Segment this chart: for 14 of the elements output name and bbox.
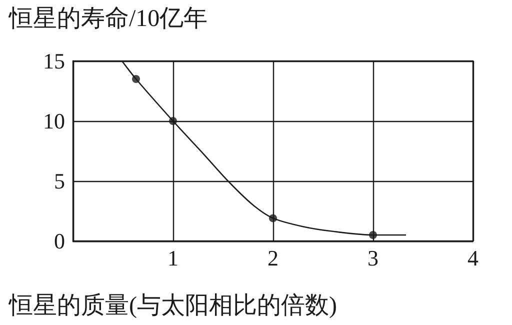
point [169,117,177,125]
y-tick-label: 0 [54,228,65,254]
point [369,231,377,239]
y-axis-title: 恒星的寿命/10亿年 [8,6,208,32]
point [269,214,277,222]
y-tick-label: 15 [43,48,65,74]
x-tick-label: 4 [468,246,478,270]
x-tick-label: 1 [168,246,178,270]
x-axis-title: 恒星的质量(与太阳相比的倍数) [8,292,337,319]
y-tick-label: 10 [43,108,65,134]
x-tick-label: 2 [268,246,278,270]
x-tick-label: 3 [368,246,378,270]
point [132,75,140,83]
y-tick-label: 5 [54,168,65,194]
